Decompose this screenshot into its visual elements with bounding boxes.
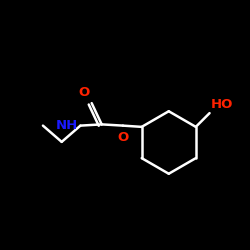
Text: O: O: [78, 86, 90, 99]
Text: NH: NH: [56, 119, 78, 132]
Text: HO: HO: [211, 98, 233, 110]
Text: O: O: [117, 131, 128, 144]
